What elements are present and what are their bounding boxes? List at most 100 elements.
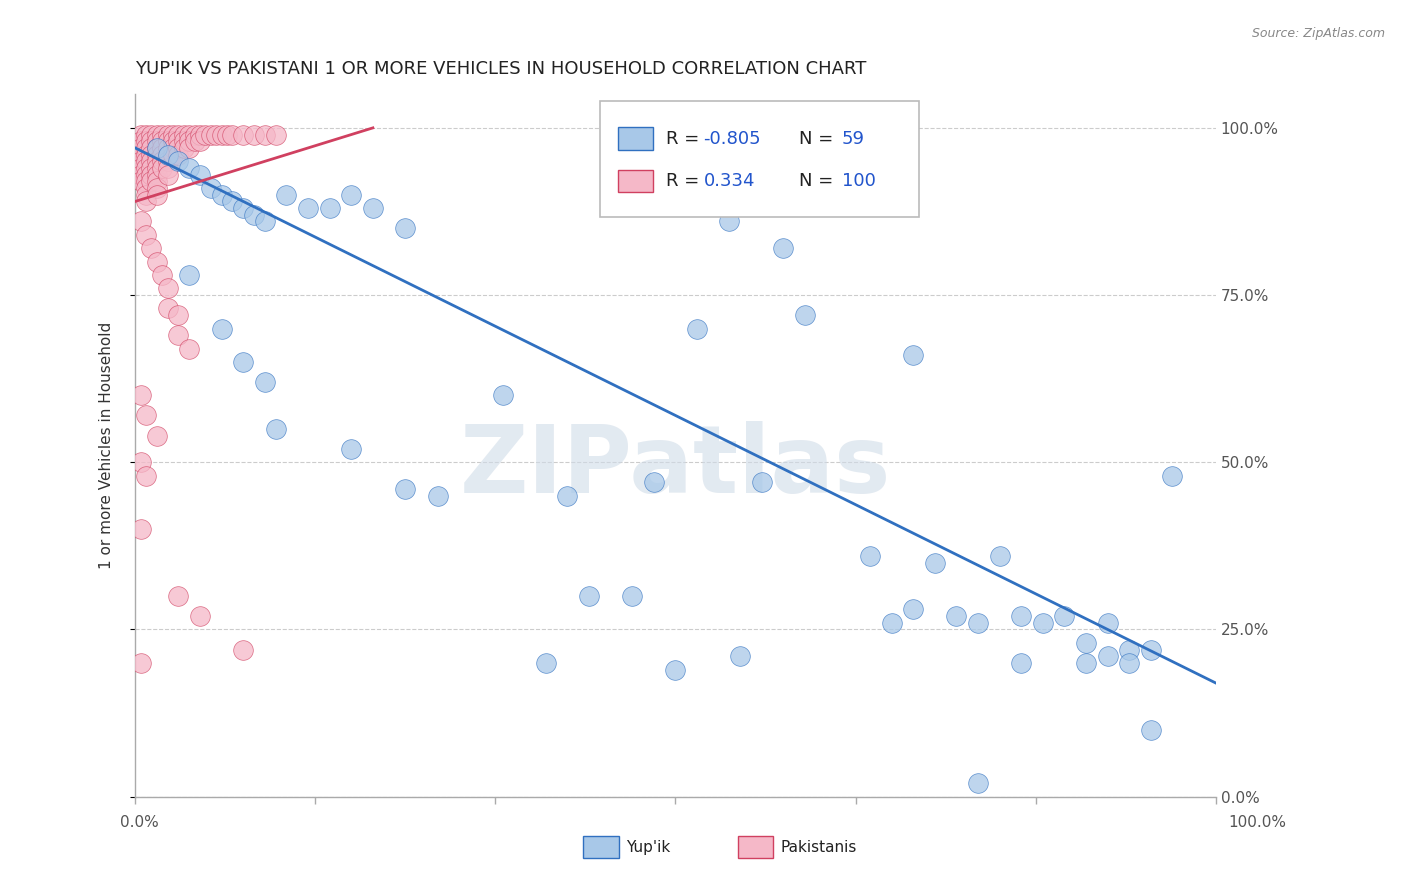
Point [146, 141, 169, 155]
Point [253, 214, 276, 228]
Point [188, 128, 211, 142]
Point [129, 147, 152, 161]
Point [880, 615, 903, 630]
Point [141, 128, 163, 142]
Point [146, 161, 169, 175]
Point [135, 161, 157, 175]
Point [135, 141, 157, 155]
Point [150, 128, 173, 142]
Point [141, 147, 163, 161]
Point [924, 556, 946, 570]
Point [173, 134, 195, 148]
Point [211, 187, 233, 202]
Point [232, 355, 254, 369]
Point [167, 154, 190, 169]
Point [141, 134, 163, 148]
Point [135, 187, 157, 202]
Point [243, 128, 266, 142]
Point [1118, 642, 1140, 657]
Point [135, 128, 157, 142]
Point [129, 128, 152, 142]
Point [146, 181, 169, 195]
Point [183, 128, 205, 142]
Point [135, 134, 157, 148]
Point [156, 147, 179, 161]
Point [232, 128, 254, 142]
Point [150, 154, 173, 169]
Point [232, 642, 254, 657]
Point [221, 128, 243, 142]
Point [1032, 615, 1054, 630]
Point [1053, 609, 1076, 624]
Point [129, 174, 152, 188]
Point [1010, 656, 1032, 670]
Point [772, 241, 794, 255]
Text: 59: 59 [842, 129, 865, 148]
Point [179, 268, 201, 282]
Point [183, 134, 205, 148]
Point [162, 147, 184, 161]
Point [253, 128, 276, 142]
Point [146, 154, 169, 169]
Point [394, 221, 416, 235]
Point [340, 442, 363, 456]
Point [200, 181, 222, 195]
Point [394, 482, 416, 496]
Point [135, 409, 157, 423]
Text: ZIPatlas: ZIPatlas [460, 421, 891, 513]
Point [340, 187, 363, 202]
Point [967, 776, 990, 790]
Point [135, 181, 157, 195]
Text: R =: R = [665, 172, 704, 190]
Point [167, 308, 190, 322]
Point [129, 656, 152, 670]
Point [264, 128, 287, 142]
Point [129, 134, 152, 148]
Point [188, 168, 211, 182]
Text: YUP'IK VS PAKISTANI 1 OR MORE VEHICLES IN HOUSEHOLD CORRELATION CHART: YUP'IK VS PAKISTANI 1 OR MORE VEHICLES I… [135, 60, 866, 78]
Point [156, 281, 179, 295]
Point [188, 134, 211, 148]
Point [156, 141, 179, 155]
Point [318, 201, 340, 215]
Point [205, 128, 228, 142]
Point [945, 609, 967, 624]
Point [664, 663, 686, 677]
Point [135, 154, 157, 169]
Point [167, 141, 190, 155]
Point [188, 609, 211, 624]
Point [162, 128, 184, 142]
Point [167, 589, 190, 603]
Text: 0.0%: 0.0% [120, 814, 159, 830]
Point [621, 589, 644, 603]
Point [859, 549, 882, 563]
Point [146, 254, 169, 268]
Point [211, 128, 233, 142]
Text: -0.805: -0.805 [703, 129, 761, 148]
Point [129, 214, 152, 228]
Point [146, 174, 169, 188]
Point [232, 201, 254, 215]
Point [179, 128, 201, 142]
Point [129, 141, 152, 155]
FancyBboxPatch shape [619, 128, 652, 150]
Point [156, 134, 179, 148]
Point [794, 308, 817, 322]
Point [276, 187, 298, 202]
Text: Source: ZipAtlas.com: Source: ZipAtlas.com [1251, 27, 1385, 40]
Point [194, 128, 217, 142]
Point [141, 154, 163, 169]
Point [135, 147, 157, 161]
Point [264, 422, 287, 436]
Point [141, 161, 163, 175]
Point [135, 468, 157, 483]
FancyBboxPatch shape [619, 169, 652, 192]
Point [200, 128, 222, 142]
Text: 100: 100 [842, 172, 876, 190]
Point [578, 589, 600, 603]
Point [557, 489, 579, 503]
Y-axis label: 1 or more Vehicles in Household: 1 or more Vehicles in Household [100, 322, 114, 569]
Point [179, 161, 201, 175]
Point [1097, 649, 1119, 664]
Point [135, 194, 157, 209]
